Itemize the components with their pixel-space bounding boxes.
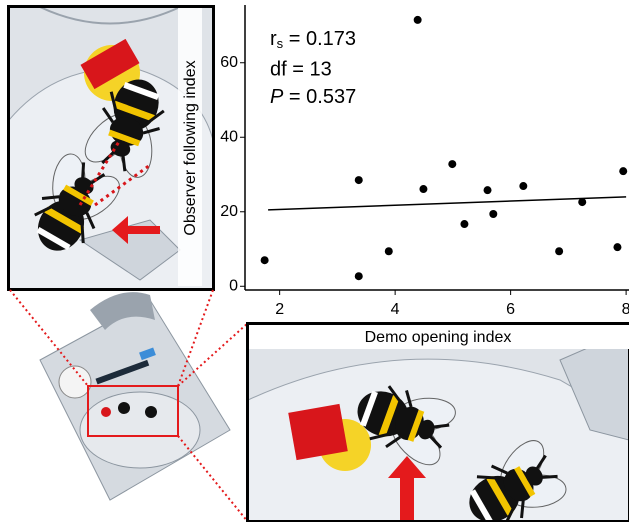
stat-text: = 0.173 — [283, 28, 356, 50]
y-tick-label: 60 — [220, 54, 238, 71]
data-point — [355, 176, 363, 184]
data-point — [489, 210, 497, 218]
stat-df: df = 13 — [270, 58, 332, 80]
stat-rs: rs = 0.173 — [270, 28, 356, 51]
data-point — [578, 198, 586, 206]
data-point — [519, 182, 527, 190]
stat-text: = 0.537 — [283, 86, 356, 108]
data-point — [385, 247, 393, 255]
data-point — [484, 186, 492, 194]
y-tick-label: 0 — [229, 277, 238, 294]
data-point — [355, 272, 363, 280]
data-point — [414, 16, 422, 24]
x-tick-label: 6 — [506, 301, 515, 318]
data-point — [613, 243, 621, 251]
page: {"chart_data": {"type": "scatter", "y_la… — [0, 0, 629, 522]
data-point — [448, 160, 456, 168]
data-point — [555, 247, 563, 255]
x-axis-label: Demo opening index — [365, 329, 512, 346]
trend-line — [268, 197, 626, 210]
data-point — [619, 167, 627, 175]
stat-p: P = 0.537 — [270, 86, 356, 108]
y-axis-label: Observer following index — [182, 60, 199, 235]
x-tick-label: 4 — [391, 301, 400, 318]
data-point — [460, 220, 468, 228]
stat-symbol: P — [270, 86, 284, 108]
arena-closeup — [248, 330, 629, 522]
figure: Demo opening index Observer following in… — [0, 0, 629, 522]
y-tick-label: 40 — [220, 128, 238, 145]
y-tick-label: 20 — [220, 203, 238, 220]
x-tick-label: 8 — [622, 301, 629, 318]
data-point — [261, 256, 269, 264]
plot-area: 0 20 40 60 2 4 6 8 — [220, 5, 629, 318]
x-tick-label: 2 — [275, 301, 284, 318]
data-point — [419, 185, 427, 193]
